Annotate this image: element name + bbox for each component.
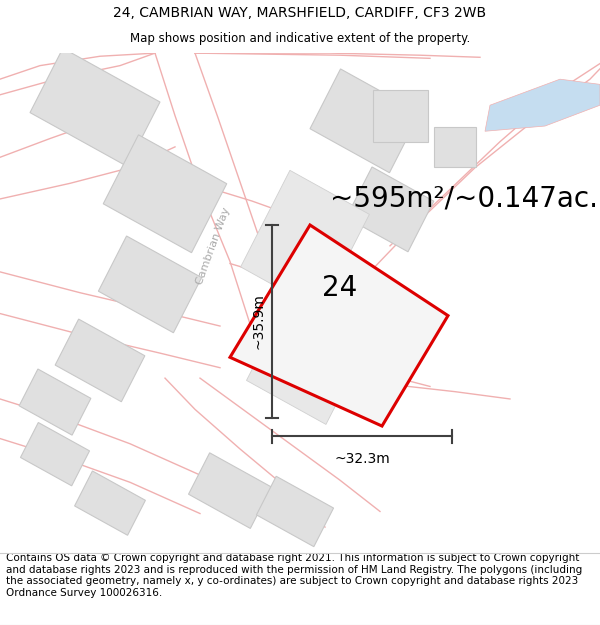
Text: ~595m²/~0.147ac.: ~595m²/~0.147ac. — [330, 185, 598, 213]
Text: ~32.3m: ~32.3m — [334, 452, 390, 466]
Text: Contains OS data © Crown copyright and database right 2021. This information is : Contains OS data © Crown copyright and d… — [6, 553, 582, 598]
Polygon shape — [485, 79, 600, 131]
Polygon shape — [310, 69, 420, 173]
Polygon shape — [20, 422, 89, 486]
Polygon shape — [30, 48, 160, 166]
Polygon shape — [256, 476, 334, 547]
Polygon shape — [19, 369, 91, 435]
Text: ~35.9m: ~35.9m — [251, 293, 265, 349]
Polygon shape — [98, 236, 202, 332]
Polygon shape — [103, 135, 227, 252]
Text: 24, CAMBRIAN WAY, MARSHFIELD, CARDIFF, CF3 2WB: 24, CAMBRIAN WAY, MARSHFIELD, CARDIFF, C… — [113, 6, 487, 20]
Polygon shape — [55, 319, 145, 402]
Polygon shape — [230, 225, 448, 426]
Polygon shape — [74, 471, 145, 535]
Polygon shape — [241, 171, 370, 311]
Text: 24: 24 — [322, 274, 358, 301]
Polygon shape — [247, 307, 364, 424]
Polygon shape — [188, 453, 271, 528]
Text: Cambrian Way: Cambrian Way — [194, 206, 232, 286]
Polygon shape — [346, 167, 434, 252]
Polygon shape — [373, 89, 427, 142]
Text: Map shows position and indicative extent of the property.: Map shows position and indicative extent… — [130, 32, 470, 45]
Polygon shape — [434, 127, 476, 167]
